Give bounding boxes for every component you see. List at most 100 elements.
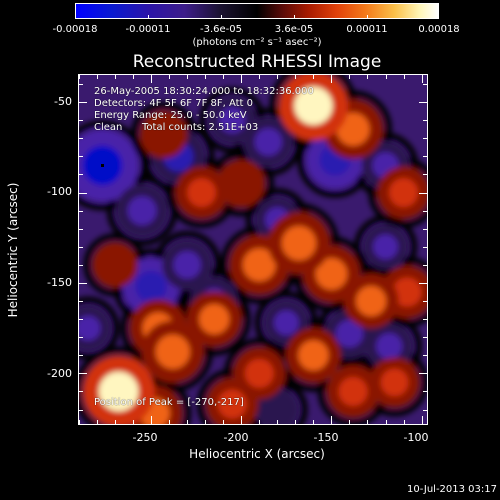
axis-tick (79, 301, 83, 303)
y-tick-label: -150 (47, 276, 72, 289)
positive-blob-core (380, 368, 409, 397)
x-tick-label: -250 (132, 431, 158, 444)
axis-tick (151, 75, 153, 83)
colorbar-tick (367, 15, 368, 19)
peak-position-annotation: Position of Peak = [-270,-217] (94, 397, 244, 408)
positive-blob-core (228, 170, 255, 197)
axis-tick (423, 264, 427, 266)
axis-tick (331, 416, 333, 424)
positive-blob-core (155, 334, 190, 369)
negative-blob-core (335, 319, 364, 348)
colorbar-tick-label: 3.6e-05 (274, 24, 314, 35)
axis-tick (423, 409, 427, 411)
axis-tick (205, 420, 207, 424)
colorbar-units: (photons cm⁻² s⁻¹ asec⁻²) (192, 37, 322, 48)
colorbar-tick (148, 15, 149, 19)
axis-tick (187, 420, 189, 424)
axis-tick (421, 75, 423, 83)
axis-tick (349, 420, 351, 424)
axis-tick (223, 420, 225, 424)
axis-tick (79, 409, 83, 411)
y-tick-label: -100 (47, 185, 72, 198)
axis-tick (277, 420, 279, 424)
axis-tick (79, 84, 83, 86)
axis-tick (385, 75, 387, 79)
axis-tick (423, 84, 427, 86)
colorbar-tick-label: -0.00018 (52, 24, 98, 35)
axis-tick (187, 75, 189, 79)
axis-tick (205, 75, 207, 79)
axis-tick (331, 75, 333, 83)
axis-tick (169, 420, 171, 424)
colorbar-tick (438, 15, 439, 19)
axis-tick (115, 420, 117, 424)
colorbar-tick-label: 0.00011 (346, 24, 388, 35)
positive-blob-core (315, 258, 348, 290)
positive-blob-core (187, 178, 217, 207)
axis-tick (133, 420, 135, 424)
colorbar-tick (294, 15, 295, 19)
axis-tick (367, 420, 369, 424)
negative-blob-core (79, 315, 101, 341)
axis-tick (79, 192, 87, 194)
axis-tick (79, 120, 83, 122)
positive-blob-core (150, 121, 177, 148)
axis-tick (385, 420, 387, 424)
axis-tick (423, 174, 427, 176)
axis-tick (79, 102, 87, 104)
zero-contour (79, 296, 120, 360)
axis-tick (79, 138, 83, 140)
axis-tick (423, 210, 427, 212)
axis-tick (421, 416, 423, 424)
axis-tick (419, 282, 427, 284)
axis-tick (259, 75, 261, 79)
colorbar-tick-label: -0.00011 (125, 24, 171, 35)
negative-blob-core (173, 251, 201, 279)
axis-tick (367, 75, 369, 79)
axis-tick (241, 416, 243, 424)
positive-blob-core (392, 277, 422, 307)
energy-range-annotation: Energy Range: 25.0 - 50.0 keV (94, 110, 247, 121)
axis-tick (313, 75, 315, 79)
positive-blob-core (244, 358, 274, 388)
peak-marker (101, 164, 105, 168)
axis-tick (241, 75, 243, 83)
axis-tick (423, 156, 427, 158)
date-stamp: 10-Jul-2013 03:17 (406, 484, 497, 495)
negative-blob-core (273, 310, 299, 336)
axis-tick (97, 75, 99, 79)
axis-tick (277, 75, 279, 79)
positive-blob-core (102, 252, 128, 278)
y-axis-title: Heliocentric Y (arcsec) (6, 182, 20, 318)
method-annotation: Clean (94, 122, 123, 133)
y-tick-label: -200 (47, 367, 72, 380)
negative-blob-core (376, 333, 403, 360)
positive-blob-core (389, 178, 418, 207)
colorbar-tick-label: 0.00018 (418, 24, 460, 35)
axis-tick (151, 416, 153, 424)
x-axis-title: Heliocentric X (arcsec) (189, 447, 325, 461)
axis-tick (79, 75, 80, 79)
axis-tick (419, 102, 427, 104)
axis-tick (79, 319, 83, 321)
negative-blob-core (254, 128, 283, 156)
y-tick-label: -50 (54, 95, 72, 108)
axis-tick (79, 156, 83, 158)
axis-tick (423, 228, 427, 230)
axis-tick (79, 228, 83, 230)
axis-tick (423, 391, 427, 393)
axis-tick (79, 420, 80, 424)
axis-tick (349, 75, 351, 79)
axis-tick (223, 75, 225, 79)
axis-tick (79, 337, 83, 339)
axis-tick (79, 246, 83, 248)
positive-blob-core (242, 248, 276, 282)
detectors-annotation: Detectors: 4F 5F 6F 7F 8F, Att 0 (94, 98, 254, 109)
axis-tick (403, 420, 405, 424)
axis-tick (79, 373, 87, 375)
positive-blob-core (281, 226, 317, 261)
axis-tick (259, 420, 261, 424)
zero-contour (353, 215, 418, 279)
axis-tick (295, 75, 297, 79)
axis-tick (169, 75, 171, 79)
